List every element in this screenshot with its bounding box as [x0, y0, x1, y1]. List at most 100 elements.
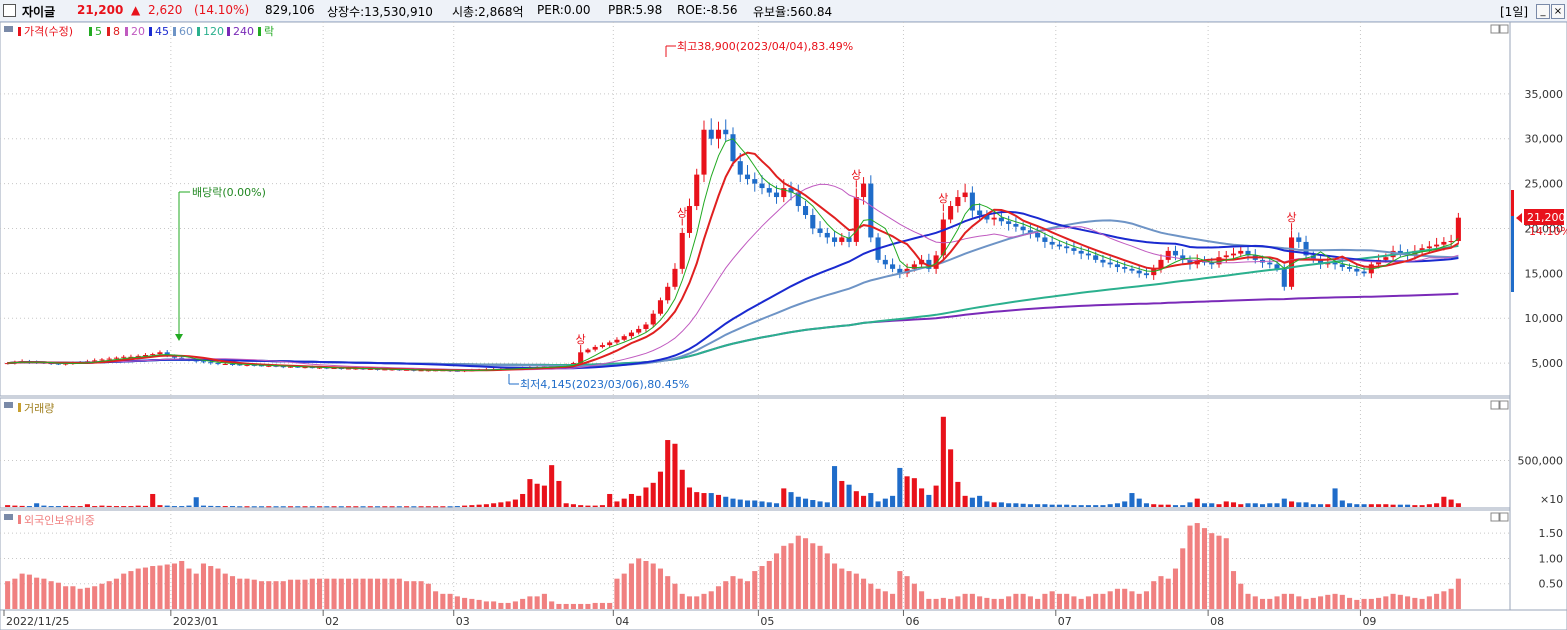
volume-bar — [824, 502, 830, 507]
candle-body — [672, 268, 678, 287]
foreign-bar — [585, 603, 591, 609]
foreign-bar — [1288, 593, 1295, 609]
foreign-bar — [229, 576, 236, 609]
volume-bar — [84, 504, 90, 507]
panel-checkbox[interactable] — [3, 4, 16, 17]
volume-bar — [1064, 504, 1070, 507]
candle-body — [759, 183, 765, 189]
panel-buttons[interactable] — [1490, 24, 1509, 522]
candle-body — [193, 360, 199, 362]
foreign-bar — [179, 560, 185, 609]
ma8-line — [7, 151, 1459, 372]
volume-bar — [1013, 503, 1019, 507]
volume-bar — [382, 506, 388, 508]
up-arrow-icon: ▲ — [131, 3, 141, 17]
candle-body — [208, 362, 214, 364]
volume-bar — [933, 485, 939, 507]
candle-body — [628, 332, 634, 337]
candle-body — [280, 366, 286, 368]
candle-body — [128, 356, 134, 358]
foreign-bar — [1006, 596, 1012, 609]
limit-up-label: 상 — [1286, 211, 1296, 224]
candle-body — [766, 188, 772, 193]
volume-bar — [962, 495, 968, 507]
dividend-label: 배당락(0.00%) — [192, 186, 266, 199]
foreign-bar — [556, 603, 562, 609]
candle-body — [868, 183, 874, 238]
candle-body — [1238, 250, 1244, 254]
volume-bar — [599, 505, 605, 507]
candle-body — [1332, 262, 1338, 265]
volume-bar — [106, 505, 112, 507]
candle-body — [1020, 226, 1026, 231]
candle-body — [1042, 237, 1048, 242]
foreign-bar — [578, 603, 584, 609]
candle-body — [926, 259, 932, 269]
candle-body — [585, 349, 591, 353]
volume-bar — [737, 499, 743, 507]
limit-up-label: 상 — [851, 168, 861, 181]
price-y-tick: 35,000 — [1525, 88, 1564, 101]
candle-body — [229, 363, 236, 365]
candle-body — [614, 339, 620, 343]
candle-body — [171, 355, 178, 358]
volume-bar — [1230, 502, 1237, 507]
volume-bar — [1274, 503, 1280, 507]
foreign-bar — [418, 581, 424, 609]
foreign-bar — [19, 573, 25, 609]
foreign-bar — [1216, 535, 1222, 609]
limit-up-label: 상 — [938, 192, 948, 205]
volume-bar — [208, 505, 214, 507]
foreign-bar — [621, 573, 627, 609]
volume-bar — [41, 505, 47, 507]
legend-price: 가격(수정) — [24, 25, 73, 38]
x-tick-label: 2023/01 — [173, 615, 219, 628]
candle-body — [607, 342, 613, 346]
volume-bar — [1172, 505, 1179, 507]
period-selector[interactable]: [1일] — [1500, 5, 1529, 19]
volume-bar — [1412, 505, 1418, 507]
foreign-bar — [1448, 588, 1454, 609]
volume-bar — [476, 504, 482, 507]
foreign-bar — [1383, 596, 1389, 609]
volume-y-tick: 500,000 — [1518, 455, 1564, 468]
foreign-bar — [164, 564, 170, 609]
volume-bar — [1397, 504, 1403, 507]
candle-body — [781, 188, 787, 198]
close-button[interactable]: × — [1551, 4, 1565, 19]
volume-bar — [592, 505, 598, 507]
volume-bar — [520, 493, 526, 507]
volume-bar — [643, 487, 649, 507]
volume-bar — [389, 506, 395, 508]
foreign-bar — [875, 588, 881, 609]
foreign-bar — [824, 553, 830, 609]
badge-pct: 14.10% — [1529, 225, 1567, 238]
foreign-bar — [832, 563, 838, 609]
candle-body — [316, 367, 323, 369]
foreign-bar — [440, 593, 446, 609]
foreign-bar — [99, 583, 105, 609]
candle-body — [99, 359, 105, 361]
volume-bar — [1136, 498, 1142, 507]
volume-panel — [0, 397, 1511, 509]
stock-chart[interactable]: 5,000 10,000 15,000 20,000 25,000 30,000 35,00… — [0, 22, 1567, 630]
foreign-bar — [48, 581, 54, 609]
volume-bar — [817, 501, 823, 507]
candle-body — [295, 366, 301, 368]
stock-name: 자이글 — [22, 5, 56, 19]
candle-body — [1303, 241, 1309, 256]
minimize-button[interactable]: _ — [1536, 4, 1550, 19]
volume-bar — [171, 506, 178, 508]
foreign-bar — [1085, 596, 1091, 609]
candle-body — [1129, 268, 1135, 271]
candle-body — [694, 174, 700, 207]
volume-bar — [179, 506, 185, 508]
candle-body — [1143, 273, 1150, 276]
volume-bar — [142, 505, 148, 507]
foreign-bar — [933, 598, 939, 609]
candle-body — [1426, 246, 1432, 249]
foreign-bar — [1136, 593, 1142, 609]
foreign-bar — [686, 596, 693, 609]
foreign-bar — [34, 577, 40, 609]
volume-bar — [614, 501, 620, 507]
